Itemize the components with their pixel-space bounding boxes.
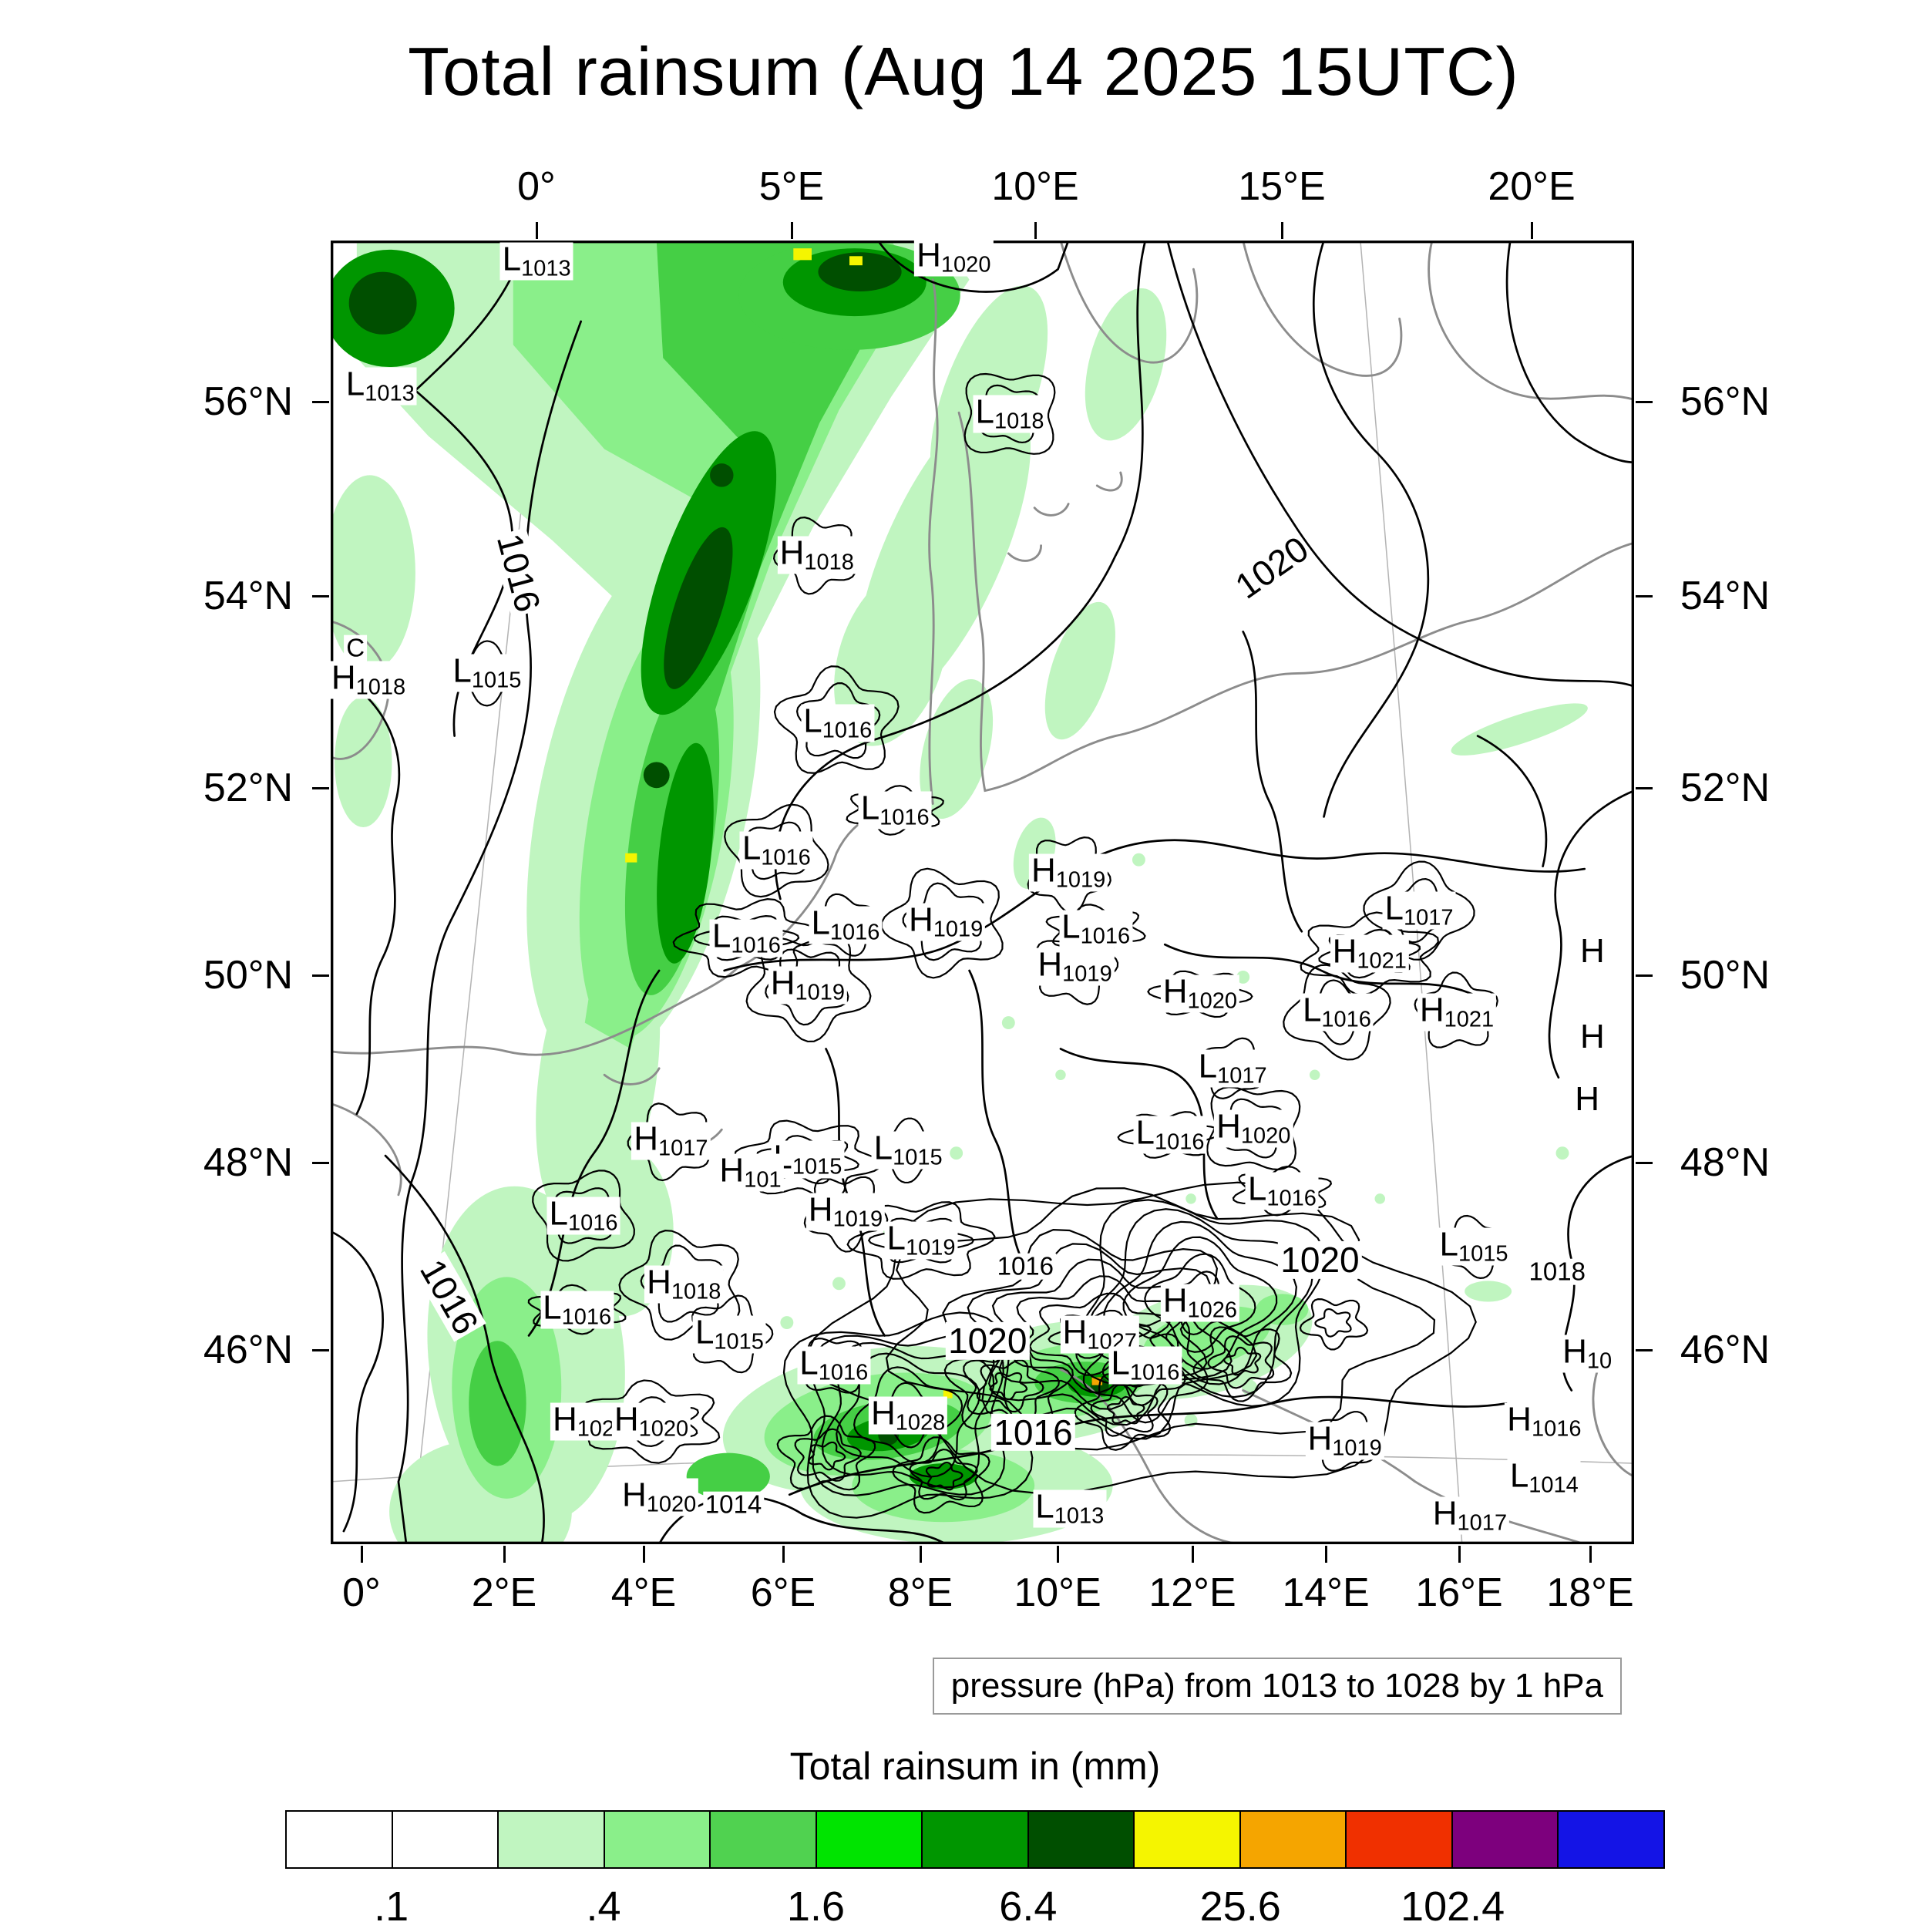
axis-label-top: 15°E <box>1238 164 1326 209</box>
colorbar <box>285 1810 1665 1869</box>
axis-label-left: 56°N <box>203 379 294 424</box>
map-plot-area: L 1013 H 1020 L 1013 L 1018 H 1018 H 1018 L 1015 L 1016… <box>331 241 1634 1544</box>
colorbar-cell <box>1239 1812 1346 1867</box>
axis-tick-horizontal <box>312 400 329 403</box>
axis-tick-horizontal <box>1636 974 1653 977</box>
axis-label-bottom: 12°E <box>1148 1570 1236 1615</box>
axis-tick-vertical <box>1324 1546 1327 1563</box>
axis-tick-vertical <box>1280 222 1283 239</box>
axis-label-bottom: 0° <box>342 1570 381 1615</box>
pressure-note: pressure (hPa) from 1013 to 1028 by 1 hP… <box>932 1658 1622 1715</box>
axis-tick-horizontal <box>1636 594 1653 597</box>
axis-label-left: 48°N <box>203 1140 294 1185</box>
colorbar-cell <box>709 1812 816 1867</box>
axis-label-right: 56°N <box>1680 379 1771 424</box>
axis-label-bottom: 18°E <box>1546 1570 1634 1615</box>
colorbar-tick-label: 102.4 <box>1401 1883 1505 1930</box>
colorbar-cell <box>287 1812 392 1867</box>
axis-label-left: 54°N <box>203 574 294 618</box>
axis-tick-horizontal <box>312 594 329 597</box>
axis-label-right: 48°N <box>1680 1140 1771 1185</box>
axis-label-top: 10°E <box>991 164 1079 209</box>
axis-label-right: 50°N <box>1680 953 1771 998</box>
axis-tick-horizontal <box>1636 786 1653 789</box>
axis-label-right: 52°N <box>1680 766 1771 810</box>
axis-label-right: 46°N <box>1680 1328 1771 1372</box>
coastlines <box>331 241 1634 1544</box>
axis-tick-horizontal <box>312 1348 329 1351</box>
axis-tick-vertical <box>1458 1546 1461 1563</box>
axis-label-top: 0° <box>517 164 556 209</box>
axis-label-left: 52°N <box>203 766 294 810</box>
map-svg <box>331 241 1634 1544</box>
axis-label-right: 54°N <box>1680 574 1771 618</box>
colorbar-tick-label: 6.4 <box>999 1883 1058 1930</box>
axis-label-bottom: 16°E <box>1415 1570 1503 1615</box>
axis-tick-horizontal <box>1636 1161 1653 1164</box>
axis-tick-vertical <box>360 1546 363 1563</box>
colorbar-cell <box>1557 1812 1663 1867</box>
colorbar-cell <box>1027 1812 1134 1867</box>
axis-tick-horizontal <box>312 1161 329 1164</box>
axis-tick-horizontal <box>1636 1348 1653 1351</box>
page-title: Total rainsum (Aug 14 2025 15UTC) <box>408 33 1519 109</box>
axis-label-top: 5°E <box>758 164 825 209</box>
axis-tick-vertical <box>782 1546 785 1563</box>
axis-label-bottom: 8°E <box>887 1570 953 1615</box>
axis-label-bottom: 2°E <box>471 1570 537 1615</box>
axis-tick-horizontal <box>312 786 329 789</box>
colorbar-cell <box>815 1812 922 1867</box>
colorbar-tick-label: .1 <box>374 1883 409 1930</box>
axis-tick-vertical <box>642 1546 645 1563</box>
axis-tick-vertical <box>790 222 793 239</box>
axis-tick-vertical <box>1530 222 1533 239</box>
colorbar-cell <box>1345 1812 1451 1867</box>
legend-title: Total rainsum in (mm) <box>789 1745 1161 1788</box>
colorbar-cell <box>1451 1812 1558 1867</box>
colorbar-cell <box>603 1812 710 1867</box>
axis-tick-horizontal <box>1636 400 1653 403</box>
axis-tick-vertical <box>1191 1546 1194 1563</box>
axis-label-left: 50°N <box>203 953 294 998</box>
axis-label-left: 46°N <box>203 1328 294 1372</box>
colorbar-tick-label: 25.6 <box>1199 1883 1281 1930</box>
axis-tick-vertical <box>1589 1546 1592 1563</box>
axis-label-bottom: 10°E <box>1014 1570 1101 1615</box>
axis-tick-horizontal <box>312 974 329 977</box>
colorbar-cell <box>1133 1812 1239 1867</box>
colorbar-tick-labels: .1 .4 1.6 6.4 25.6 102.4 <box>285 1883 1665 1932</box>
colorbar-tick-label: 1.6 <box>786 1883 845 1930</box>
axis-label-bottom: 6°E <box>750 1570 816 1615</box>
colorbar-tick-label: .4 <box>586 1883 621 1930</box>
colorbar-cell <box>921 1812 1027 1867</box>
axis-tick-vertical <box>1034 222 1037 239</box>
axis-label-bottom: 14°E <box>1282 1570 1370 1615</box>
axis-label-top: 20°E <box>1488 164 1576 209</box>
axis-tick-vertical <box>1056 1546 1059 1563</box>
axis-tick-vertical <box>503 1546 506 1563</box>
axis-label-bottom: 4°E <box>610 1570 677 1615</box>
colorbar-cell <box>391 1812 498 1867</box>
colorbar-cell <box>497 1812 604 1867</box>
axis-tick-vertical <box>919 1546 922 1563</box>
axis-tick-vertical <box>535 222 538 239</box>
